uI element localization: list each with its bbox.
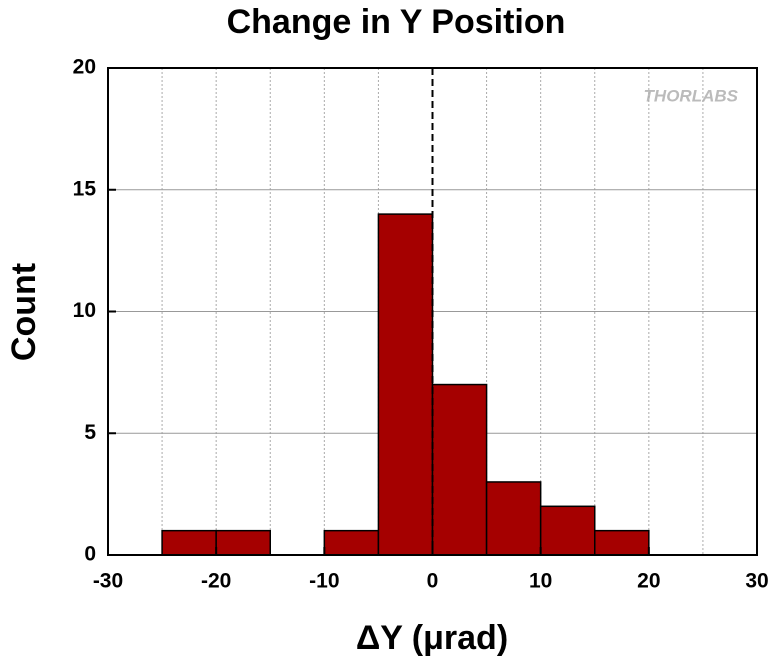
bar (161, 529, 217, 556)
x-tick-label: 20 (637, 570, 660, 593)
x-tick-label: 0 (427, 570, 439, 593)
bar (539, 505, 596, 556)
bar (323, 529, 380, 556)
y-tick-label: 20 (73, 56, 96, 79)
y-axis-label: Count (5, 263, 43, 361)
bar (594, 529, 650, 556)
watermark: THORLABS (644, 86, 739, 105)
bar (215, 529, 272, 556)
x-axis-label: ΔY (μrad) (356, 619, 508, 657)
bar (485, 481, 542, 556)
x-tick-label: 30 (745, 570, 768, 593)
y-tick-label: 15 (73, 177, 97, 200)
x-tick-label: -30 (93, 570, 123, 593)
bar (431, 383, 488, 556)
chart-title: Change in Y Position (227, 3, 566, 41)
x-tick-label: -20 (201, 570, 231, 593)
bar (377, 213, 434, 556)
y-tick-label: 10 (73, 299, 96, 322)
y-tick-label: 5 (84, 421, 96, 444)
x-tick-label: 10 (529, 570, 552, 593)
y-tick-label: 0 (84, 543, 96, 566)
x-tick-label: -10 (309, 570, 339, 593)
